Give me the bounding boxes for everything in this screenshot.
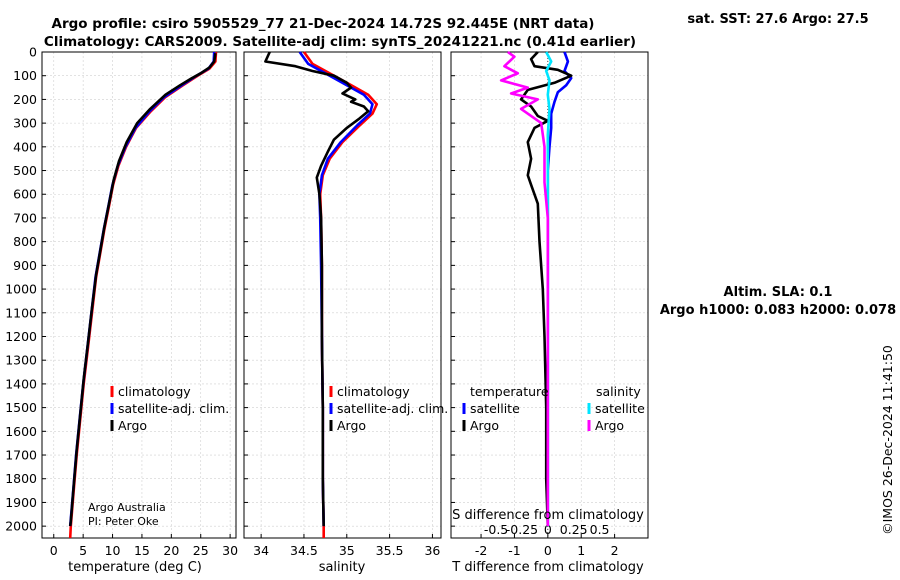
credit-line2: PI: Peter Oke bbox=[88, 515, 159, 528]
x-tick-label: 20 bbox=[163, 543, 179, 558]
y-tick-label: 1600 bbox=[5, 424, 37, 439]
header-line1: Argo profile: csiro 5905529_77 21-Dec-20… bbox=[52, 16, 595, 32]
x2-tick-label: -0.5 bbox=[484, 522, 508, 537]
sla-map-title2: Argo h1000: 0.083 h2000: 0.078 bbox=[660, 303, 896, 318]
legend-argo: Argo bbox=[337, 418, 366, 433]
x-tick-label: -2 bbox=[475, 543, 487, 558]
series-argo bbox=[68, 53, 217, 527]
t-difference-xlabel: T difference from climatology bbox=[451, 560, 644, 575]
x-tick-label: 15 bbox=[134, 543, 150, 558]
y-tick-label: 0 bbox=[29, 45, 37, 60]
x-tick-label: 0 bbox=[50, 543, 58, 558]
x-tick-label: 5 bbox=[79, 543, 87, 558]
legend-argo: Argo bbox=[118, 418, 147, 433]
x2-tick-label: 0.5 bbox=[590, 522, 610, 537]
x-tick-label: 35 bbox=[339, 543, 355, 558]
temperature-legend: climatology satellite-adj. clim. Argo bbox=[110, 384, 229, 433]
series-argo bbox=[264, 51, 370, 527]
salinity-legend: climatology satellite-adj. clim. Argo bbox=[329, 384, 448, 433]
y-tick-label: 1700 bbox=[5, 448, 37, 463]
y-tick-label: 200 bbox=[13, 92, 37, 107]
legend-satellite: satellite-adj. clim. bbox=[118, 401, 229, 416]
x-tick-label: 36 bbox=[424, 543, 440, 558]
s-difference-xlabel: S difference from climatology bbox=[452, 508, 644, 523]
axes-frame bbox=[450, 51, 649, 539]
x-tick-label: 34 bbox=[253, 543, 269, 558]
salinity-xlabel: salinity bbox=[319, 560, 366, 575]
legend-header-temperature: temperature bbox=[470, 384, 549, 399]
sla-map-title1: Altim. SLA: 0.1 bbox=[724, 285, 833, 300]
y-tick-label: 900 bbox=[13, 258, 37, 273]
x2-tick-label: -0.25 bbox=[506, 522, 538, 537]
legend-satellite: satellite-adj. clim. bbox=[337, 401, 448, 416]
header-line2: Climatology: CARS2009. Satellite-adj cli… bbox=[44, 34, 636, 50]
temperature-panel: 0 5 10 15 20 25 300100200300400500600700800900… bbox=[5, 45, 238, 559]
series-temperature-argo bbox=[519, 51, 573, 527]
x-tick-label: 1 bbox=[577, 543, 585, 558]
legend-s-argo: Argo bbox=[595, 418, 624, 433]
x-tick-label: 25 bbox=[193, 543, 209, 558]
legend-t-argo: Argo bbox=[470, 418, 499, 433]
y-tick-label: 800 bbox=[13, 234, 37, 249]
legend-climatology: climatology bbox=[337, 384, 410, 399]
y-tick-label: 1000 bbox=[5, 282, 37, 297]
x-tick-label: 10 bbox=[105, 543, 121, 558]
legend-climatology: climatology bbox=[118, 384, 191, 399]
credit-line1: Argo Australia bbox=[88, 501, 166, 514]
y-tick-label: 500 bbox=[13, 163, 37, 178]
series-climatology bbox=[302, 51, 379, 538]
y-tick-label: 1800 bbox=[5, 471, 37, 486]
y-tick-label: 300 bbox=[13, 116, 37, 131]
imos-stamp: ©IMOS 26-Dec-2024 11:41:50 bbox=[880, 345, 895, 535]
x2-tick-label: 0.25 bbox=[560, 522, 588, 537]
x-tick-label: 30 bbox=[222, 543, 238, 558]
y-tick-label: 100 bbox=[13, 68, 37, 83]
y-tick-label: 1400 bbox=[5, 376, 37, 391]
difference-panel: -2 -1 0 1 2-0.5-0.25 0 0.25 0.5 bbox=[450, 50, 649, 558]
x-tick-label: 0 bbox=[544, 543, 552, 558]
legend-s-satellite: satellite bbox=[595, 401, 645, 416]
y-tick-label: 400 bbox=[13, 139, 37, 154]
legend-t-satellite: satellite bbox=[470, 401, 520, 416]
y-tick-label: 1200 bbox=[5, 329, 37, 344]
y-tick-label: 600 bbox=[13, 187, 37, 202]
legend-header-salinity: salinity bbox=[596, 384, 641, 399]
series-climatology bbox=[68, 51, 218, 539]
y-tick-label: 1300 bbox=[5, 353, 37, 368]
y-tick-label: 1900 bbox=[5, 495, 37, 510]
sst-map-title: sat. SST: 27.6 Argo: 27.5 bbox=[687, 12, 868, 27]
y-tick-label: 2000 bbox=[5, 519, 37, 534]
temperature-xlabel: temperature (deg C) bbox=[68, 560, 202, 575]
y-tick-label: 700 bbox=[13, 210, 37, 225]
difference-legend: temperature salinity satellite Argo sate… bbox=[462, 384, 645, 433]
x-tick-label: -1 bbox=[508, 543, 520, 558]
x-tick-label: 34.5 bbox=[290, 543, 318, 558]
series-salinity-argo bbox=[499, 50, 550, 527]
y-tick-label: 1100 bbox=[5, 305, 37, 320]
salinity-panel: 34 34.5 35 35.5 36 bbox=[243, 51, 442, 558]
axes-frame bbox=[41, 51, 237, 539]
y-tick-label: 1500 bbox=[5, 400, 37, 415]
axes-frame bbox=[243, 51, 442, 539]
x-tick-label: 2 bbox=[611, 543, 619, 558]
x-tick-label: 35.5 bbox=[376, 543, 404, 558]
